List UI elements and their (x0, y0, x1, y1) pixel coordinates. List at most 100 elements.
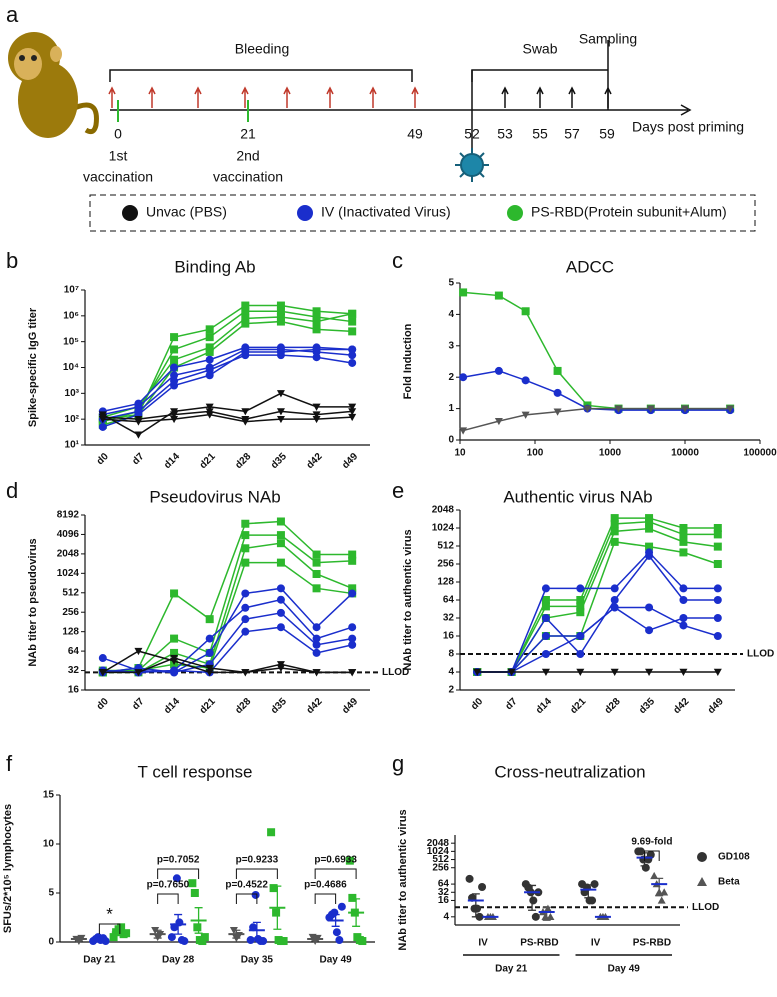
phase-label: Sampling (579, 31, 637, 47)
marker (473, 668, 482, 676)
marker (645, 668, 654, 676)
marker (312, 403, 321, 411)
marker (205, 411, 214, 419)
marker (679, 621, 688, 630)
legend-label: PS-RBD(Protein subunit+Alum) (531, 204, 727, 220)
marker (541, 614, 550, 622)
marker (521, 307, 530, 316)
series-line (102, 348, 353, 416)
series-line (102, 413, 353, 423)
marker (576, 602, 585, 611)
bleed-arrow (283, 86, 291, 108)
y-tick-label: 5 (48, 888, 54, 899)
marker (576, 608, 585, 617)
legend-label: Beta (718, 877, 740, 888)
x-tick-label: d28 (603, 696, 623, 716)
swab-arrow (568, 86, 576, 108)
x-tick-label: d35 (637, 696, 657, 716)
series-line (102, 346, 353, 413)
x-tick-label: d42 (305, 696, 325, 716)
vaccination-label: 2nd (236, 148, 259, 164)
y-tick-label: 2 (448, 372, 454, 383)
y-tick-label: 512 (62, 587, 79, 598)
series-line (102, 612, 353, 674)
marker (541, 668, 550, 676)
marker (459, 427, 468, 435)
marker (576, 632, 585, 640)
x-tick-label: 1000 (599, 448, 622, 459)
marker (553, 408, 562, 416)
bleed-arrow (369, 86, 377, 108)
marker (109, 933, 118, 942)
annotation: 9.69-fold (631, 837, 672, 848)
marker (276, 415, 285, 424)
bracket (98, 923, 121, 934)
y-tick-label: 256 (432, 862, 449, 873)
marker (697, 852, 707, 862)
marker (200, 933, 209, 942)
x-tick-label: d35 (269, 451, 289, 471)
panel-label: f (6, 751, 13, 776)
marker (576, 596, 585, 604)
marker (348, 584, 357, 593)
marker (645, 542, 654, 551)
y-tick-label: 2048 (427, 838, 450, 849)
marker (529, 896, 538, 905)
marker (276, 595, 285, 604)
annotation: p=0.7650 (147, 880, 190, 891)
marker (276, 608, 285, 617)
marker (134, 431, 143, 439)
bleed-arrow (194, 86, 202, 108)
swab-arrow (604, 86, 612, 108)
y-tick-label: 2 (448, 685, 454, 696)
marker (553, 388, 562, 397)
y-tick-label: 0 (448, 435, 454, 446)
marker (348, 351, 357, 360)
legend-marker (507, 205, 523, 221)
marker (205, 355, 214, 364)
y-tick-label: 256 (62, 607, 79, 618)
day-label: 52 (464, 126, 480, 142)
y-tick-label: 10⁶ (63, 310, 79, 321)
y-tick-label: 10³ (65, 388, 80, 399)
marker (241, 544, 250, 553)
marker (276, 558, 285, 567)
marker (276, 390, 285, 398)
marker (348, 309, 357, 318)
marker (541, 650, 550, 658)
marker (645, 551, 654, 560)
y-tick-label: 2048 (57, 549, 80, 560)
bracket (314, 893, 337, 904)
marker (459, 373, 468, 382)
marker (246, 936, 255, 945)
series-line (102, 657, 353, 674)
y-tick-label: 8 (448, 649, 454, 660)
bracket (157, 868, 200, 879)
panel-label: c (392, 248, 403, 273)
series-line (102, 410, 353, 420)
series-line (102, 392, 353, 436)
marker (348, 345, 357, 354)
marker (541, 602, 550, 611)
marker (241, 307, 250, 316)
day-label: 59 (599, 126, 615, 142)
panel-label: b (6, 248, 18, 273)
bracket (235, 893, 258, 904)
marker (657, 896, 666, 904)
marker (713, 596, 722, 604)
error-bar (471, 893, 480, 918)
marker (312, 317, 321, 326)
y-axis-label: NAb titer to authentic virus (402, 529, 414, 670)
marker (646, 405, 655, 413)
y-tick-label: 128 (437, 577, 454, 588)
marker (205, 664, 214, 673)
virus-icon (455, 148, 489, 182)
marker (348, 413, 357, 422)
x-tick-label: PS-RBD (633, 938, 671, 949)
marker (312, 411, 321, 419)
marker (170, 333, 179, 342)
marker (205, 648, 214, 657)
y-tick-label: 15 (43, 790, 55, 801)
error-bar (528, 884, 537, 911)
x-tick-label: IV (591, 938, 601, 949)
